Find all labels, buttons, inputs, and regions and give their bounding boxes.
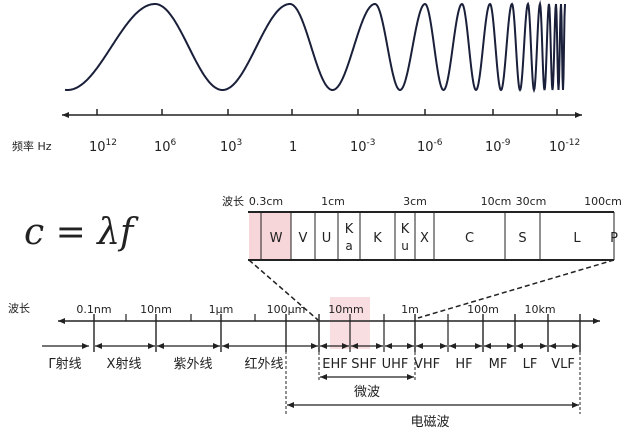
band-subscript: u [401, 239, 409, 253]
band-name: K [345, 222, 354, 237]
band-name: S [518, 231, 526, 246]
band-name: V [299, 231, 308, 246]
wavelength-tick-label: 10nm [140, 303, 172, 316]
band-tick-label: 100cm [584, 195, 622, 208]
wavelength-tick-label: 1m [401, 303, 419, 316]
band-name: X [420, 231, 429, 246]
em-wave-label: 电磁波 [410, 415, 449, 430]
region-label: MF [489, 357, 508, 372]
band-tick-label: 1cm [321, 195, 345, 208]
band-cell: P [610, 212, 618, 260]
region-label: 紫外线 [173, 357, 212, 372]
band-cell: L [539, 212, 581, 260]
band-wavelength-label: 波长 [222, 195, 244, 208]
band-name: K [401, 222, 410, 237]
region-label: VLF [551, 357, 575, 372]
band-name: L [573, 231, 581, 246]
band-cell: K [359, 212, 382, 260]
band-cell: C [433, 212, 474, 260]
microwave-label: 微波 [354, 385, 380, 400]
wavelength-axis: 波长 0.1nm 10nm 1μm 100μm 10mm 1m 100m 10km Γ射线 X射线… [8, 297, 600, 430]
band-cell: X [414, 212, 429, 260]
wavelength-tick-label: 10km [524, 303, 555, 316]
wavelength-tick-label: 0.1nm [76, 303, 111, 316]
band-name: W [270, 231, 283, 246]
band-name: C [465, 231, 474, 246]
region-label: VHF [414, 357, 440, 372]
band-cell [249, 212, 261, 260]
region-label: 红外线 [244, 356, 283, 372]
band-cell: W [260, 212, 291, 260]
band-tick-label: 3cm [403, 195, 427, 208]
wavelength-axis-label: 波长 [8, 302, 30, 315]
frequency-tick-label: 1012 [89, 138, 117, 155]
band-cell: V [290, 212, 308, 260]
region-label: UHF [382, 357, 409, 372]
band-name: P [610, 231, 618, 246]
zoom-line-right [417, 259, 615, 319]
frequency-axis: 1012 106 103 1 10-3 10-6 10-9 10-12 频率 Hz [12, 109, 582, 155]
band-tick-label: 30cm [516, 195, 547, 208]
wavelength-tick-label: 100μm [267, 303, 306, 316]
band-name: U [322, 231, 332, 246]
frequency-tick-label: 10-6 [417, 138, 443, 155]
wavelength-tick-label: 1μm [209, 303, 234, 316]
frequency-tick-label: 1 [289, 140, 297, 155]
zoom-line-left [248, 259, 319, 321]
frequency-tick-label: 10-3 [350, 138, 376, 155]
formula: c = λf [24, 212, 139, 253]
frequency-tick-label: 106 [154, 138, 177, 155]
chirp-wave [64, 0, 566, 94]
band-cell: S [504, 212, 527, 260]
frequency-axis-label: 频率 Hz [12, 139, 52, 153]
region-label: EHF [322, 357, 347, 372]
band-cell: Ku [394, 212, 410, 260]
frequency-tick-label: 10-12 [549, 138, 580, 155]
region-label: HF [455, 357, 472, 372]
band-tick-label: 0.3cm [249, 195, 283, 208]
band-name: K [373, 231, 382, 246]
wavelength-tick-label: 100m [467, 303, 499, 316]
region-label: LF [523, 357, 538, 372]
frequency-tick-label: 10-9 [485, 138, 511, 155]
band-cell: Ka [337, 212, 354, 260]
region-label: Γ射线 [48, 356, 81, 372]
frequency-tick-label: 103 [220, 138, 242, 155]
band-subscript: a [345, 239, 352, 253]
band-detail: 波长 W V UKa KKu X C S L P0.3cm 1cm 3cm 10cm 30cm 100cm [222, 195, 622, 261]
band-cell: U [314, 212, 332, 260]
wavelength-tick-label: 10mm [328, 303, 363, 316]
band-tick-label: 10cm [481, 195, 512, 208]
region-label: X射线 [107, 356, 142, 372]
region-label: SHF [351, 357, 377, 372]
